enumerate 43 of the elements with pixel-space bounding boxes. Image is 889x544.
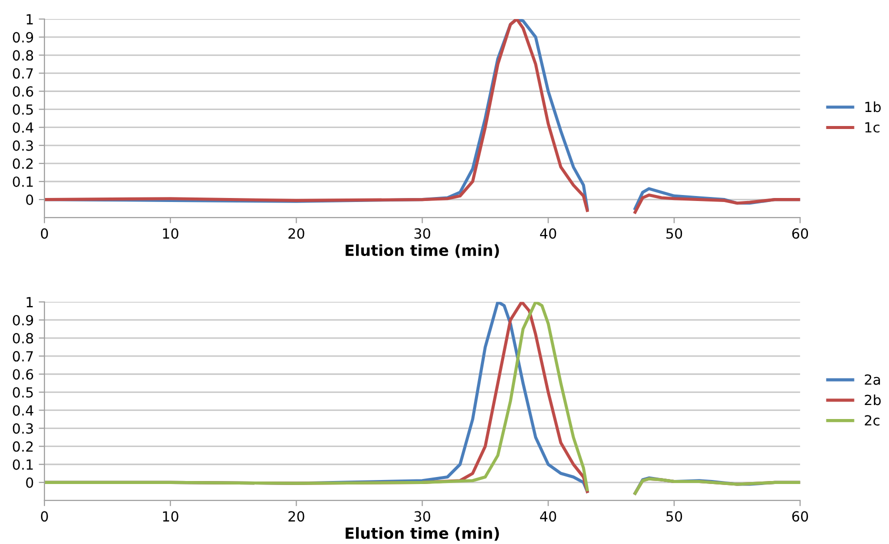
y-tick-label: 0.6 [12, 86, 34, 97]
legend-label: 1c [865, 122, 880, 133]
y-tick-label: 0 [26, 194, 34, 206]
x-tick-label: 30 [414, 228, 430, 239]
legend-label: 2c [864, 415, 880, 426]
y-tick-label: 1 [26, 297, 33, 308]
x-tick-label: 40 [540, 228, 556, 239]
y-tick-label: 0.8 [12, 50, 34, 61]
y-tick-label: 0.5 [12, 387, 33, 398]
y-tick-label: 1 [26, 14, 33, 24]
y-tick-label: 0.3 [12, 140, 33, 151]
x-tick-label: 50 [666, 511, 682, 522]
x-tick-label: 40 [540, 511, 556, 522]
y-tick-label: 0 [26, 477, 34, 488]
y-tick-label: 0.5 [12, 104, 33, 115]
y-tick-label: 0.3 [12, 423, 33, 434]
y-tick-label: 0.1 [12, 176, 33, 187]
y-tick-label: 0.2 [12, 441, 33, 452]
x-axis-title: Elution time (min) [346, 244, 499, 258]
x-tick-label: 60 [792, 511, 808, 522]
legend-label: 2b [864, 394, 881, 406]
y-tick-label: 0.7 [12, 68, 33, 79]
legend-label: 1b [865, 101, 881, 112]
x-tick-label: 10 [163, 228, 178, 239]
x-tick-label: 0 [40, 228, 48, 239]
y-tick-label: 0.6 [12, 369, 34, 380]
y-tick-label: 0.4 [12, 405, 34, 416]
x-tick-label: 30 [414, 511, 430, 522]
x-tick-label: 20 [288, 511, 304, 522]
y-tick-label: 0.1 [12, 459, 33, 470]
x-tick-label: 0 [40, 511, 48, 522]
y-tick-label: 0.9 [12, 32, 34, 43]
y-tick-label: 0.9 [12, 314, 34, 326]
x-tick-label: 10 [163, 511, 178, 522]
y-tick-label: 0.8 [12, 332, 34, 344]
y-tick-label: 0.4 [12, 122, 34, 133]
x-axis-title: Elution time (min) [346, 527, 499, 541]
legend-label: 2a [864, 374, 880, 385]
x-tick-label: 20 [288, 228, 304, 239]
y-tick-label: 0.7 [12, 351, 33, 362]
y-tick-label: 0.2 [12, 158, 33, 169]
x-tick-label: 60 [792, 228, 808, 239]
x-tick-label: 50 [666, 228, 682, 239]
